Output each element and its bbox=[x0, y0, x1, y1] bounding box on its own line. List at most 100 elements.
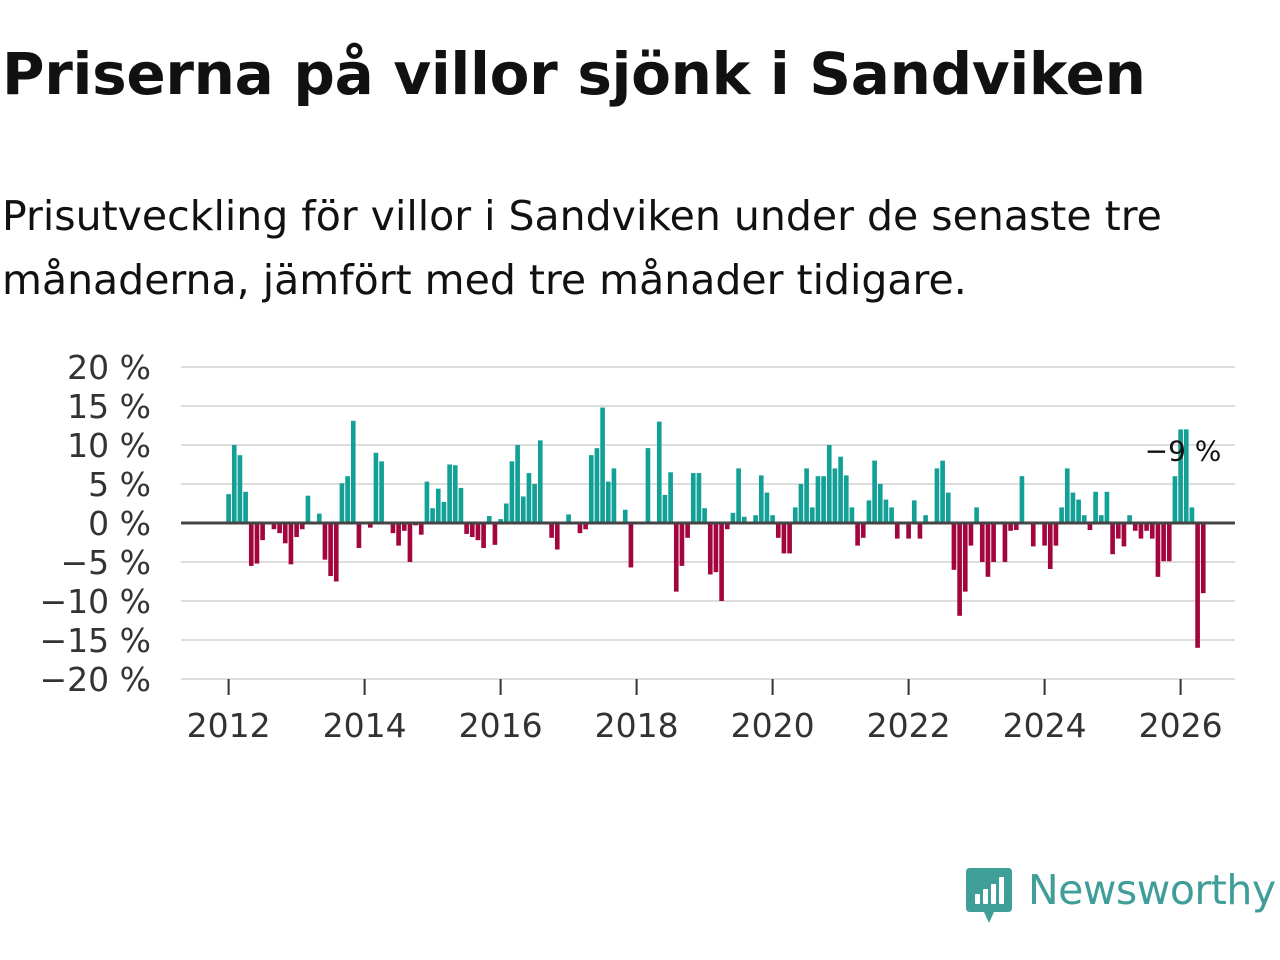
bar bbox=[237, 455, 243, 523]
bar bbox=[333, 523, 339, 582]
bar bbox=[243, 491, 248, 523]
bar bbox=[396, 523, 401, 546]
bar bbox=[1155, 523, 1161, 577]
bar bbox=[872, 460, 877, 523]
bar bbox=[441, 501, 447, 523]
bar bbox=[1104, 491, 1110, 523]
bar bbox=[798, 484, 804, 523]
bar bbox=[424, 481, 430, 523]
bar bbox=[588, 455, 594, 523]
bar bbox=[277, 523, 282, 534]
bar bbox=[1110, 523, 1115, 555]
bar bbox=[226, 494, 231, 523]
x-tick-label: 2020 bbox=[731, 706, 815, 745]
bar bbox=[1149, 523, 1155, 539]
bar bbox=[1076, 499, 1081, 523]
bar bbox=[1178, 429, 1183, 523]
bar bbox=[860, 523, 866, 538]
bar bbox=[1195, 523, 1200, 648]
y-tick-label: −10 % bbox=[40, 582, 152, 621]
bar bbox=[458, 487, 464, 523]
y-tick-label: 20 % bbox=[67, 348, 151, 387]
x-tick-label: 2016 bbox=[459, 706, 543, 745]
bar bbox=[736, 468, 741, 523]
bar bbox=[475, 523, 481, 541]
bar bbox=[690, 473, 696, 523]
bar-chart: 20 %15 %10 %5 %0 %−5 %−10 %−15 %−20 % 20… bbox=[40, 348, 1235, 745]
bar bbox=[866, 500, 872, 523]
bar bbox=[877, 484, 883, 523]
bar bbox=[469, 523, 475, 538]
bar bbox=[753, 515, 758, 523]
bar bbox=[1087, 523, 1093, 531]
bar bbox=[906, 523, 911, 539]
bar bbox=[430, 508, 435, 523]
bar bbox=[248, 523, 254, 566]
bar bbox=[656, 421, 662, 523]
bar bbox=[447, 464, 452, 523]
bar bbox=[979, 523, 985, 562]
chart-subtitle: Prisutveckling för villor i Sandviken un… bbox=[2, 192, 1162, 304]
x-axis: 2012 2014 2016 2018 2020 2022 2024 2026 bbox=[187, 679, 1223, 745]
bar bbox=[985, 523, 991, 577]
bar bbox=[934, 468, 940, 523]
y-tick-label: −15 % bbox=[40, 621, 152, 660]
bar bbox=[730, 512, 736, 523]
bar bbox=[1019, 476, 1025, 523]
y-tick-label: 0 % bbox=[88, 504, 151, 543]
bar bbox=[481, 523, 486, 548]
brand-name: Newsworthy bbox=[1028, 866, 1276, 914]
bar bbox=[673, 523, 679, 592]
bar bbox=[974, 507, 979, 523]
x-tick-label: 2014 bbox=[323, 706, 407, 745]
bar bbox=[271, 523, 277, 530]
bar bbox=[515, 445, 520, 523]
bar bbox=[758, 475, 764, 523]
bar bbox=[1189, 507, 1195, 523]
bar bbox=[894, 523, 900, 539]
bar bbox=[1047, 523, 1053, 570]
newsworthy-logo[interactable]: Newsworthy bbox=[964, 866, 1276, 926]
bar bbox=[339, 483, 345, 523]
bar bbox=[520, 496, 526, 523]
bar bbox=[1138, 523, 1144, 539]
bar bbox=[1172, 476, 1178, 523]
bar bbox=[1002, 523, 1008, 562]
bar bbox=[407, 523, 413, 562]
bar bbox=[991, 523, 996, 562]
bar bbox=[577, 523, 583, 534]
bar bbox=[367, 523, 373, 528]
bar bbox=[390, 523, 396, 534]
bar bbox=[1053, 523, 1059, 546]
bar bbox=[254, 523, 260, 564]
bar bbox=[917, 523, 923, 539]
bar bbox=[503, 503, 509, 523]
bar bbox=[685, 523, 690, 538]
bar bbox=[435, 488, 441, 523]
bar bbox=[707, 523, 713, 575]
bar bbox=[815, 476, 821, 523]
bar bbox=[1183, 429, 1189, 523]
bar bbox=[821, 476, 826, 523]
bar bbox=[923, 515, 928, 523]
bar bbox=[537, 440, 543, 523]
bar bbox=[855, 523, 860, 546]
bar bbox=[600, 407, 605, 523]
bar bbox=[832, 468, 838, 523]
bars bbox=[226, 407, 1206, 648]
bar bbox=[962, 523, 968, 592]
bar bbox=[486, 515, 492, 523]
bar bbox=[356, 523, 362, 548]
bar bbox=[1132, 523, 1138, 531]
bar bbox=[594, 448, 600, 523]
bar bbox=[401, 523, 407, 531]
bar bbox=[951, 523, 957, 570]
x-tick-label: 2024 bbox=[1003, 706, 1087, 745]
bar bbox=[328, 523, 333, 577]
bar bbox=[549, 523, 554, 538]
bar bbox=[316, 513, 322, 523]
bar bbox=[1200, 523, 1206, 594]
bar bbox=[260, 523, 265, 541]
bar bbox=[826, 445, 832, 523]
bar bbox=[305, 495, 311, 523]
